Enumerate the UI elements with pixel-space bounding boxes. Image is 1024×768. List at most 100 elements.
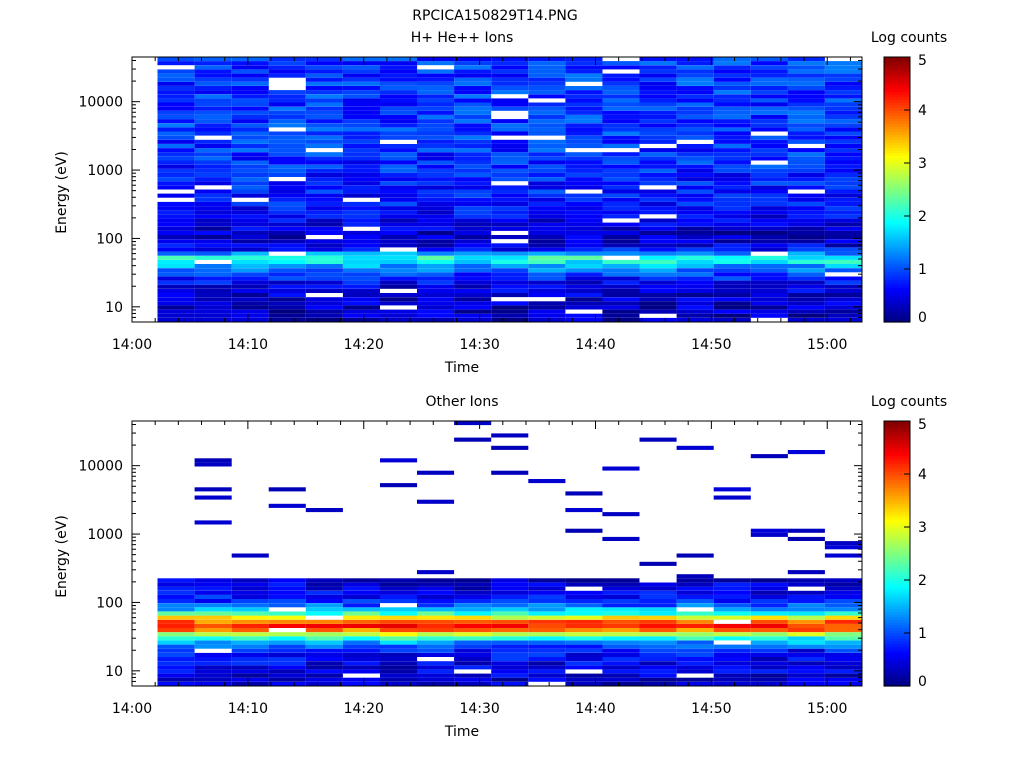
colorbar-segment	[884, 500, 910, 504]
heatmap-cell	[454, 623, 492, 628]
heatmap-cell	[713, 644, 751, 649]
heatmap-cell	[268, 243, 306, 248]
heatmap-cell	[565, 181, 603, 186]
heatmap-cell	[750, 119, 788, 124]
colorbar-tick-label: 5	[918, 53, 927, 69]
heatmap-cell	[676, 578, 714, 583]
heatmap-cell	[491, 210, 529, 215]
heatmap-cell	[157, 628, 195, 633]
heatmap-cell	[676, 197, 714, 202]
heatmap-cell	[342, 586, 380, 591]
heatmap-cell	[157, 590, 195, 595]
colorbar-tick-label: 3	[918, 520, 927, 536]
heatmap-cell	[231, 206, 269, 211]
heatmap-cell	[417, 115, 455, 120]
heatmap-cell	[454, 309, 492, 314]
heatmap-cell	[565, 677, 603, 682]
heatmap-cell	[194, 632, 232, 637]
x-tick-label: 15:00	[807, 701, 847, 717]
colorbar-segment	[884, 508, 910, 512]
heatmap-cell	[639, 309, 677, 314]
heatmap-cell	[380, 90, 418, 95]
colorbar-segment	[884, 683, 910, 687]
heatmap-cell	[231, 280, 269, 285]
heatmap-cell	[194, 293, 232, 298]
heatmap-cell	[602, 139, 640, 144]
heatmap-cell	[750, 623, 788, 628]
heatmap-cell	[157, 665, 195, 670]
heatmap-cell	[528, 81, 566, 86]
heatmap-cell	[305, 81, 343, 86]
heatmap-cell	[676, 623, 714, 628]
heatmap-cell	[602, 607, 640, 612]
heatmap-cell	[231, 636, 269, 641]
heatmap-cell	[157, 284, 195, 289]
heatmap-cell	[639, 98, 677, 103]
heatmap-cell	[676, 135, 714, 140]
heatmap-cell	[157, 235, 195, 240]
heatmap-cell	[342, 119, 380, 124]
heatmap-cell	[602, 102, 640, 107]
heatmap-cell	[639, 102, 677, 107]
colorbar-segment	[884, 564, 910, 568]
heatmap-cell	[787, 293, 825, 298]
heatmap-cell	[342, 317, 380, 322]
heatmap-cell	[454, 106, 492, 111]
heatmap-cell	[639, 69, 677, 74]
heatmap-cell	[157, 644, 195, 649]
colorbar-segment	[884, 165, 910, 169]
heatmap-cell	[157, 98, 195, 103]
heatmap-cell	[417, 127, 455, 132]
heatmap-cell	[231, 652, 269, 657]
heatmap-cell	[787, 172, 825, 177]
heatmap-cell	[491, 669, 529, 674]
heatmap-cell	[157, 69, 195, 74]
heatmap-cell	[824, 135, 862, 140]
heatmap-cell	[417, 218, 455, 223]
heatmap-cell	[380, 582, 418, 587]
heatmap-cell	[231, 189, 269, 194]
y-tick-label: 10	[105, 300, 123, 316]
heatmap-cell	[750, 454, 788, 459]
heatmap-cell	[305, 214, 343, 219]
heatmap-cell	[565, 673, 603, 678]
heatmap-cell	[713, 657, 751, 662]
heatmap-cell	[417, 276, 455, 281]
heatmap-cell	[491, 168, 529, 173]
colorbar-segment	[884, 242, 910, 246]
heatmap-cell	[750, 201, 788, 206]
heatmap-cell	[602, 61, 640, 66]
heatmap-cell	[639, 615, 677, 620]
colorbar-segment	[884, 213, 910, 217]
heatmap-cell	[713, 185, 751, 190]
heatmap-cell	[157, 152, 195, 157]
heatmap-cell	[454, 81, 492, 86]
heatmap-cell	[268, 160, 306, 165]
heatmap-cell	[750, 123, 788, 128]
heatmap-cell	[528, 172, 566, 177]
heatmap-cell	[824, 665, 862, 670]
heatmap-cell	[676, 243, 714, 248]
heatmap-cell	[602, 193, 640, 198]
heatmap-cell	[454, 90, 492, 95]
heatmap-cell	[380, 665, 418, 670]
heatmap-cell	[491, 61, 529, 66]
heatmap-cell	[342, 594, 380, 599]
heatmap-cell	[194, 106, 232, 111]
heatmap-cell	[231, 181, 269, 186]
heatmap-cell	[713, 168, 751, 173]
heatmap-cell	[491, 81, 529, 86]
heatmap-cell	[528, 115, 566, 120]
heatmap-cell	[602, 152, 640, 157]
heatmap-cell	[787, 218, 825, 223]
heatmap-cell	[639, 582, 677, 587]
heatmap-cell	[305, 611, 343, 616]
heatmap-cell	[713, 226, 751, 231]
heatmap-cell	[417, 164, 455, 169]
heatmap-cell	[676, 131, 714, 136]
heatmap-cell	[491, 673, 529, 678]
heatmap-cell	[676, 268, 714, 273]
heatmap-cell	[824, 230, 862, 235]
